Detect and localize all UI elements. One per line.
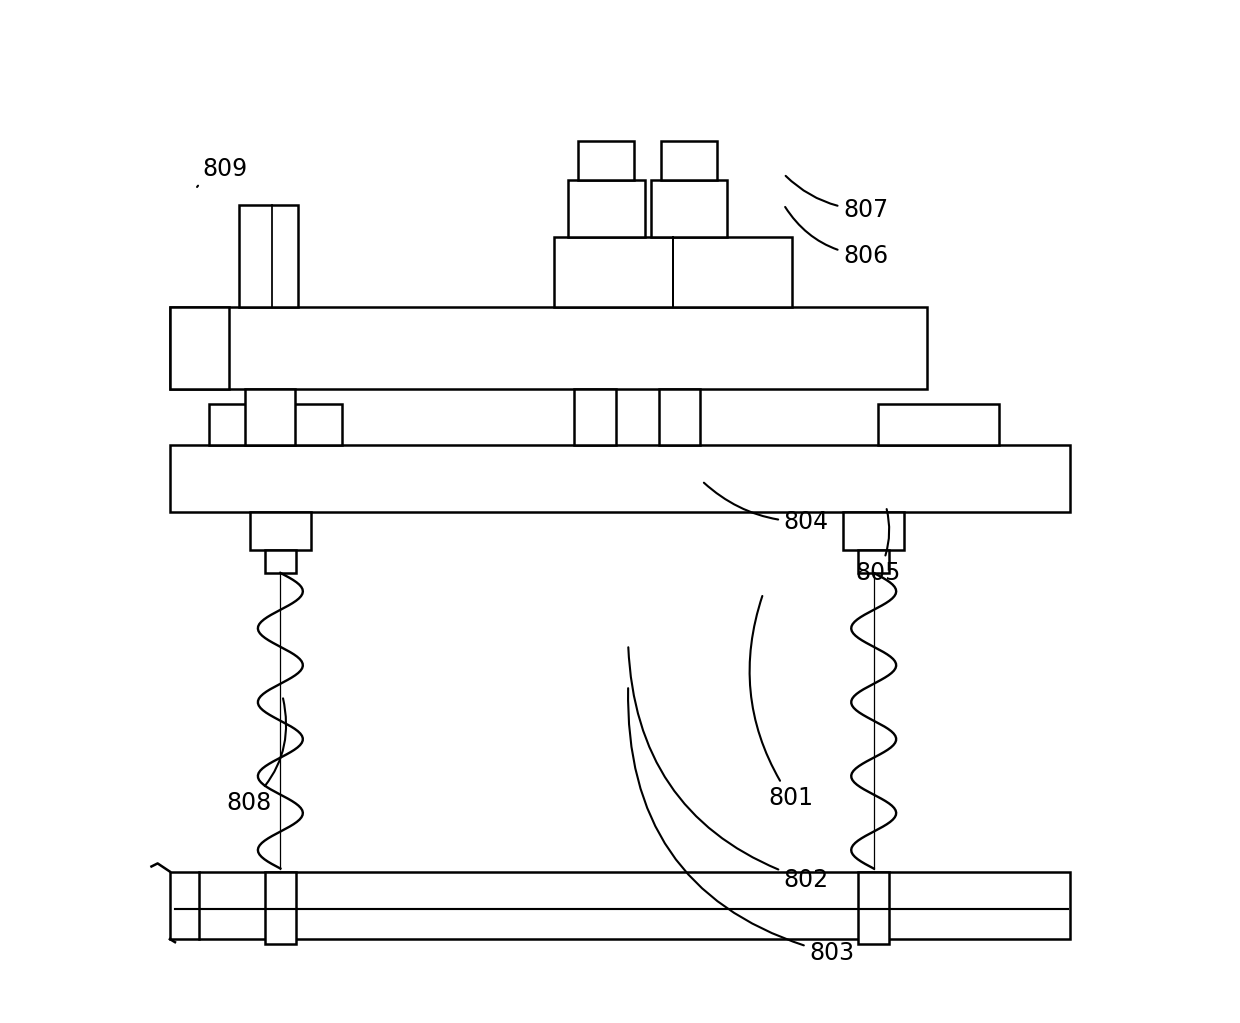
Bar <box>249 512 311 550</box>
Text: 803: 803 <box>627 688 854 966</box>
Bar <box>170 307 926 389</box>
Bar <box>651 180 728 237</box>
Bar <box>574 389 616 445</box>
Text: 804: 804 <box>704 483 828 534</box>
Bar <box>578 141 635 180</box>
Bar <box>265 872 295 944</box>
Bar <box>265 550 295 573</box>
Text: 809: 809 <box>197 157 248 187</box>
Bar <box>239 205 298 307</box>
Bar <box>858 550 889 573</box>
Bar <box>568 180 645 237</box>
Text: 807: 807 <box>786 176 888 222</box>
Bar <box>858 872 889 944</box>
Text: 805: 805 <box>856 509 900 585</box>
Bar <box>658 389 699 445</box>
Bar <box>170 445 1070 512</box>
Bar <box>661 141 717 180</box>
Bar <box>878 404 998 445</box>
Bar <box>208 404 342 445</box>
Bar <box>553 237 792 307</box>
Text: 806: 806 <box>785 207 888 268</box>
Bar <box>170 307 229 389</box>
Text: 801: 801 <box>750 596 813 810</box>
Bar <box>170 872 1070 939</box>
Bar <box>244 389 295 445</box>
Text: 802: 802 <box>629 648 828 892</box>
Bar <box>843 512 904 550</box>
Text: 808: 808 <box>226 699 286 815</box>
